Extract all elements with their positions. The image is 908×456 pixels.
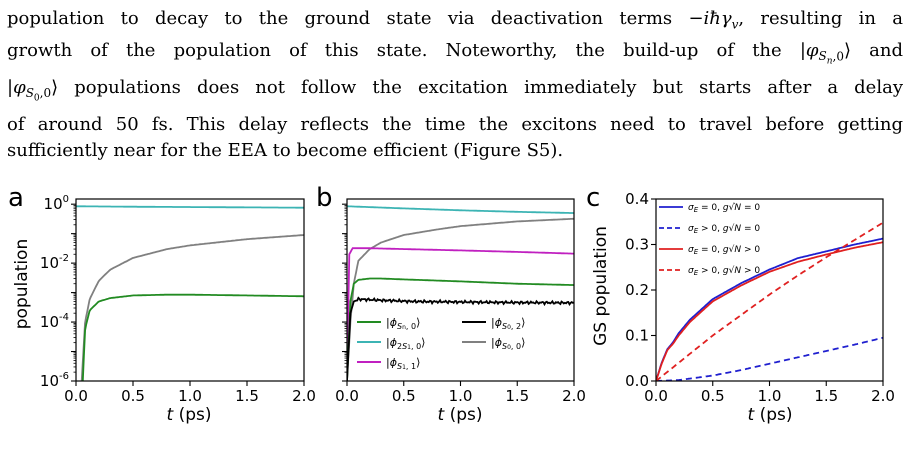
legend-c-label-4: σE > 0, g√N > 0 [688,265,760,277]
y-label-c: GS population [591,226,611,346]
x-tick-label-c: 0.0 [644,387,668,405]
series-line-a-3 [81,293,304,381]
series-line-c-4 [656,221,883,381]
y-tick-label-a: 10-6 [40,371,69,390]
x-tick-label-b: 0.0 [335,387,359,405]
series-line-a-2 [80,234,304,381]
x-tick-label-b: 2.0 [562,387,586,405]
x-label-c: t (ps) [748,405,793,425]
y-tick-label-c: 0.4 [625,190,649,208]
paragraph-line-5: sufficiently near for the EEA to become … [7,139,564,161]
y-label-a: population [12,239,32,329]
x-tick-label-c: 1.0 [758,387,782,405]
legend-b-label-2s10: |ϕ2S1, 0⟩ [386,336,425,351]
y-tick-label-c: 0.3 [625,236,649,254]
series-line-a-1 [76,205,304,209]
y-tick-label-a: 100 [44,194,69,213]
legend-c-label-3: σE = 0, g√N > 0 [688,244,760,256]
x-label-b: t (ps) [438,405,483,425]
series-line-b-1 [347,205,574,214]
x-tick-label-b: 0.5 [392,387,416,405]
series-line-c-3 [656,241,883,381]
x-tick-label-a: 1.0 [178,387,202,405]
legend-b: |ϕSn, 0⟩ |ϕ2S1, 0⟩ |ϕS1, 1⟩ |ϕS0, 2⟩ |ϕS… [357,316,525,371]
x-tick-label-c: 0.5 [701,387,725,405]
series-line-b-3 [347,247,574,381]
paragraph-line-1: population to decay to the ground state … [7,8,904,32]
x-tick-label-a: 2.0 [292,387,316,405]
panel-c-plot: 0.0 0.5 1.0 1.5 2.0 0.0 0.1 0.2 0.3 0.4 [625,190,895,405]
legend-b-label-sn0: |ϕSn, 0⟩ [386,316,420,331]
y-tick-label-c: 0.1 [625,327,649,345]
legend-c: σE = 0, g√N = 0 σE > 0, g√N = 0 σE = 0, … [659,202,760,277]
x-tick-label-a: 0.0 [64,387,88,405]
series-line-c-2 [656,336,883,381]
legend-b-label-s02: |ϕS0, 2⟩ [491,316,525,331]
x-tick-label-b: 1.0 [449,387,473,405]
panel-a-plot: 0.0 0.5 1.0 1.5 2.0 10-6 10-4 10-2 100 [40,194,316,405]
paragraph-line-2: growth of the population of this state. … [7,39,903,67]
legend-c-label-1: σE = 0, g√N = 0 [688,202,760,214]
x-tick-label-c: 1.5 [814,387,838,405]
series-line-b-4 [347,277,574,381]
panel-label-b: b [316,183,333,213]
plot-frame-a [75,198,305,382]
panel-b-plot: 0.0 0.5 1.0 1.5 2.0 [335,198,586,405]
legend-c-label-2: σE > 0, g√N = 0 [688,223,760,235]
x-tick-label-a: 1.5 [235,387,259,405]
panel-label-c: c [586,183,600,213]
x-label-a: t (ps) [167,405,212,425]
paragraph-line-3: |φS0,0⟩ populations does not follow the … [7,76,903,104]
x-tick-label-c: 2.0 [871,387,895,405]
y-tick-label-a: 10-4 [40,312,69,331]
y-tick-label-c: 0.2 [625,281,649,299]
series-line-b-5 [347,296,574,381]
series-line-c-1 [656,237,883,381]
x-tick-label-a: 0.5 [121,387,145,405]
y-tick-label-a: 10-2 [40,253,69,272]
panel-label-a: a [8,183,24,213]
legend-b-label-s00: |ϕS0, 0⟩ [491,336,525,351]
body-paragraph: population to decay to the ground state … [7,6,903,164]
legend-b-label-s11: |ϕS1, 1⟩ [386,356,420,371]
paragraph-line-4: of around 50 fs. This delay reflects the… [7,113,903,135]
y-tick-label-c: 0.0 [625,372,649,390]
series-line-b-2 [347,217,574,381]
x-tick-label-b: 1.5 [505,387,529,405]
